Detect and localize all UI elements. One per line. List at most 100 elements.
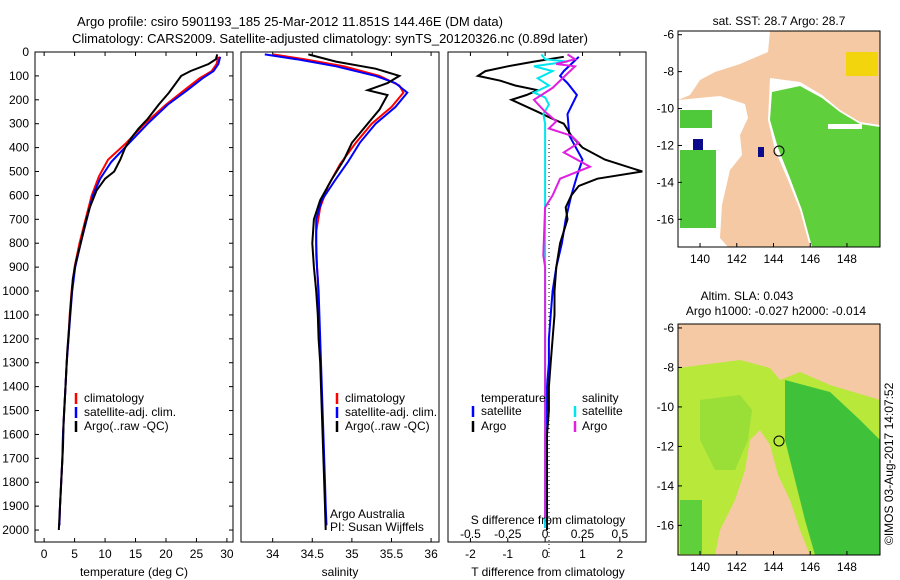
- x-tick-label: 15: [129, 547, 143, 561]
- depth-tick-label: 1700: [2, 451, 29, 465]
- depth-tick-label: 100: [9, 69, 29, 83]
- s-tick-label: -0.5: [460, 527, 481, 541]
- x-tick-label: 0: [41, 547, 48, 561]
- sst-map-title: sat. SST: 28.7 Argo: 28.7: [713, 14, 846, 28]
- longitude-tick-label: 146: [800, 560, 820, 574]
- sla-map-subtitle: Argo h1000: -0.027 h2000: -0.014: [686, 304, 866, 318]
- t-difference-xlabel: T difference from climatology: [471, 565, 625, 579]
- legend-label-t-satellite: satellite: [481, 404, 522, 418]
- depth-tick-label: 0: [22, 45, 29, 59]
- latitude-tick-label: -12: [657, 439, 675, 453]
- s-tick-label: -0.25: [494, 527, 522, 541]
- pi-label: PI: Susan Wijffels: [330, 520, 424, 534]
- latitude-tick-label: -14: [657, 479, 675, 493]
- depth-tick-label: 500: [9, 165, 29, 179]
- series-line-t-argo: [475, 55, 643, 530]
- longitude-tick-label: 144: [763, 560, 783, 574]
- temperature-panel-frame: [34, 51, 234, 543]
- series-line-s-argo: [532, 53, 593, 519]
- series-line-argo: [308, 53, 402, 531]
- depth-tick-label: 1200: [2, 332, 29, 346]
- temperature-legend: climatology satellite-adj. clim. Argo(..…: [74, 391, 176, 433]
- legend-heading-salinity: salinity: [582, 391, 619, 405]
- depth-tick-label: 2000: [2, 523, 29, 537]
- legend-label-argo: Argo(..raw -QC): [84, 419, 169, 433]
- legend-label-argo: Argo(..raw -QC): [345, 419, 430, 433]
- difference-legend: temperature salinity satellite Argo sate…: [471, 391, 623, 433]
- longitude-tick-label: 146: [800, 252, 820, 266]
- sst-map-warm-patch: [846, 52, 878, 76]
- x-tick-label: 30: [220, 547, 234, 561]
- longitude-tick-label: 148: [837, 560, 857, 574]
- temperature-xlabel: temperature (deg C): [80, 565, 188, 579]
- difference-panel: -2 -1 0 1 2 -0.5 -0.25 0 0.25 0.5 S difference fr…: [447, 51, 647, 579]
- depth-tick-label: 1500: [2, 404, 29, 418]
- depth-tick-label: 1800: [2, 475, 29, 489]
- x-tick-label: 0: [542, 547, 549, 561]
- s-tick-label: 0: [542, 527, 549, 541]
- x-tick-label: 5: [71, 547, 78, 561]
- s-tick-label: 0.25: [571, 527, 595, 541]
- x-tick-label: 10: [98, 547, 112, 561]
- x-tick-label: -2: [465, 547, 476, 561]
- sla-map-argo-marker: [773, 435, 785, 447]
- sla-map-frame: [677, 323, 881, 556]
- depth-tick-label: 800: [9, 236, 29, 250]
- salinity-xlabel: salinity: [322, 565, 359, 579]
- depth-tick-label: 1400: [2, 380, 29, 394]
- argo-australia-label: Argo Australia: [330, 507, 405, 521]
- x-tick-label: 35: [345, 547, 359, 561]
- depth-tick-label: 900: [9, 260, 29, 274]
- x-tick-label: 34.5: [301, 547, 325, 561]
- sla-map-gulf-low: [680, 500, 702, 554]
- longitude-tick-label: 142: [727, 252, 747, 266]
- x-tick-label: 35.5: [380, 547, 404, 561]
- sst-map-panel: sat. SST: 28.7 Argo: 28.7 140 142 144 146 14…: [657, 14, 881, 266]
- latitude-tick-label: -16: [657, 518, 675, 532]
- legend-label-s-satellite: satellite: [582, 404, 623, 418]
- depth-tick-label: 200: [9, 93, 29, 107]
- sst-map-shelf-north: [678, 31, 770, 100]
- x-tick-label: 1: [579, 547, 586, 561]
- longitude-tick-label: 144: [763, 252, 783, 266]
- latitude-tick-label: -10: [657, 102, 675, 116]
- figure-title-line2: Climatology: CARS2009. Satellite-adjuste…: [72, 31, 588, 46]
- salinity-legend: climatology satellite-adj. clim. Argo(..…: [335, 391, 437, 433]
- legend-label-satellite: satellite-adj. clim.: [345, 405, 437, 419]
- sst-map-cold-pixel: [693, 139, 703, 150]
- legend-heading-temperature: temperature: [481, 391, 546, 405]
- latitude-tick-label: -6: [663, 28, 674, 42]
- depth-tick-label: 1600: [2, 427, 29, 441]
- salinity-panel-frame: [240, 51, 440, 543]
- depth-tick-label: 700: [9, 212, 29, 226]
- sla-map-coral-sea-low: [785, 380, 880, 555]
- legend-label-s-argo: Argo: [582, 419, 608, 433]
- sst-map-frame: [677, 30, 881, 248]
- x-tick-label: -1: [502, 547, 513, 561]
- legend-label-satellite: satellite-adj. clim.: [84, 405, 176, 419]
- depth-tick-label: 300: [9, 117, 29, 131]
- legend-label-t-argo: Argo: [481, 419, 507, 433]
- series-line-climatology: [272, 53, 405, 526]
- latitude-tick-label: -8: [663, 360, 674, 374]
- s-difference-xlabel: S difference from climatology: [471, 513, 626, 527]
- latitude-tick-label: -10: [657, 400, 675, 414]
- longitude-tick-label: 148: [837, 252, 857, 266]
- imos-timestamp: ©IMOS 03-Aug-2017 14:07:52: [882, 382, 896, 545]
- series-line-satellite: [264, 53, 409, 526]
- latitude-tick-label: -12: [657, 138, 675, 152]
- figure-title-line1: Argo profile: csiro 5901193_185 25-Mar-2…: [77, 14, 503, 29]
- latitude-tick-label: -14: [657, 175, 675, 189]
- longitude-tick-label: 142: [727, 560, 747, 574]
- depth-tick-label: 1300: [2, 356, 29, 370]
- sla-map-panel: Altim. SLA: 0.043 Argo h1000: -0.027 h20…: [657, 289, 881, 574]
- x-tick-label: 25: [190, 547, 204, 561]
- x-tick-label: 34: [266, 547, 280, 561]
- legend-label-climatology: climatology: [345, 391, 405, 405]
- sst-map-gulf-sst: [680, 110, 716, 228]
- salinity-panel: 34 34.5 35 35.5 36 salinity climatology sate…: [240, 51, 440, 579]
- s-tick-label: 0.5: [612, 527, 629, 541]
- latitude-tick-label: -16: [657, 212, 675, 226]
- series-line-argo: [57, 54, 219, 531]
